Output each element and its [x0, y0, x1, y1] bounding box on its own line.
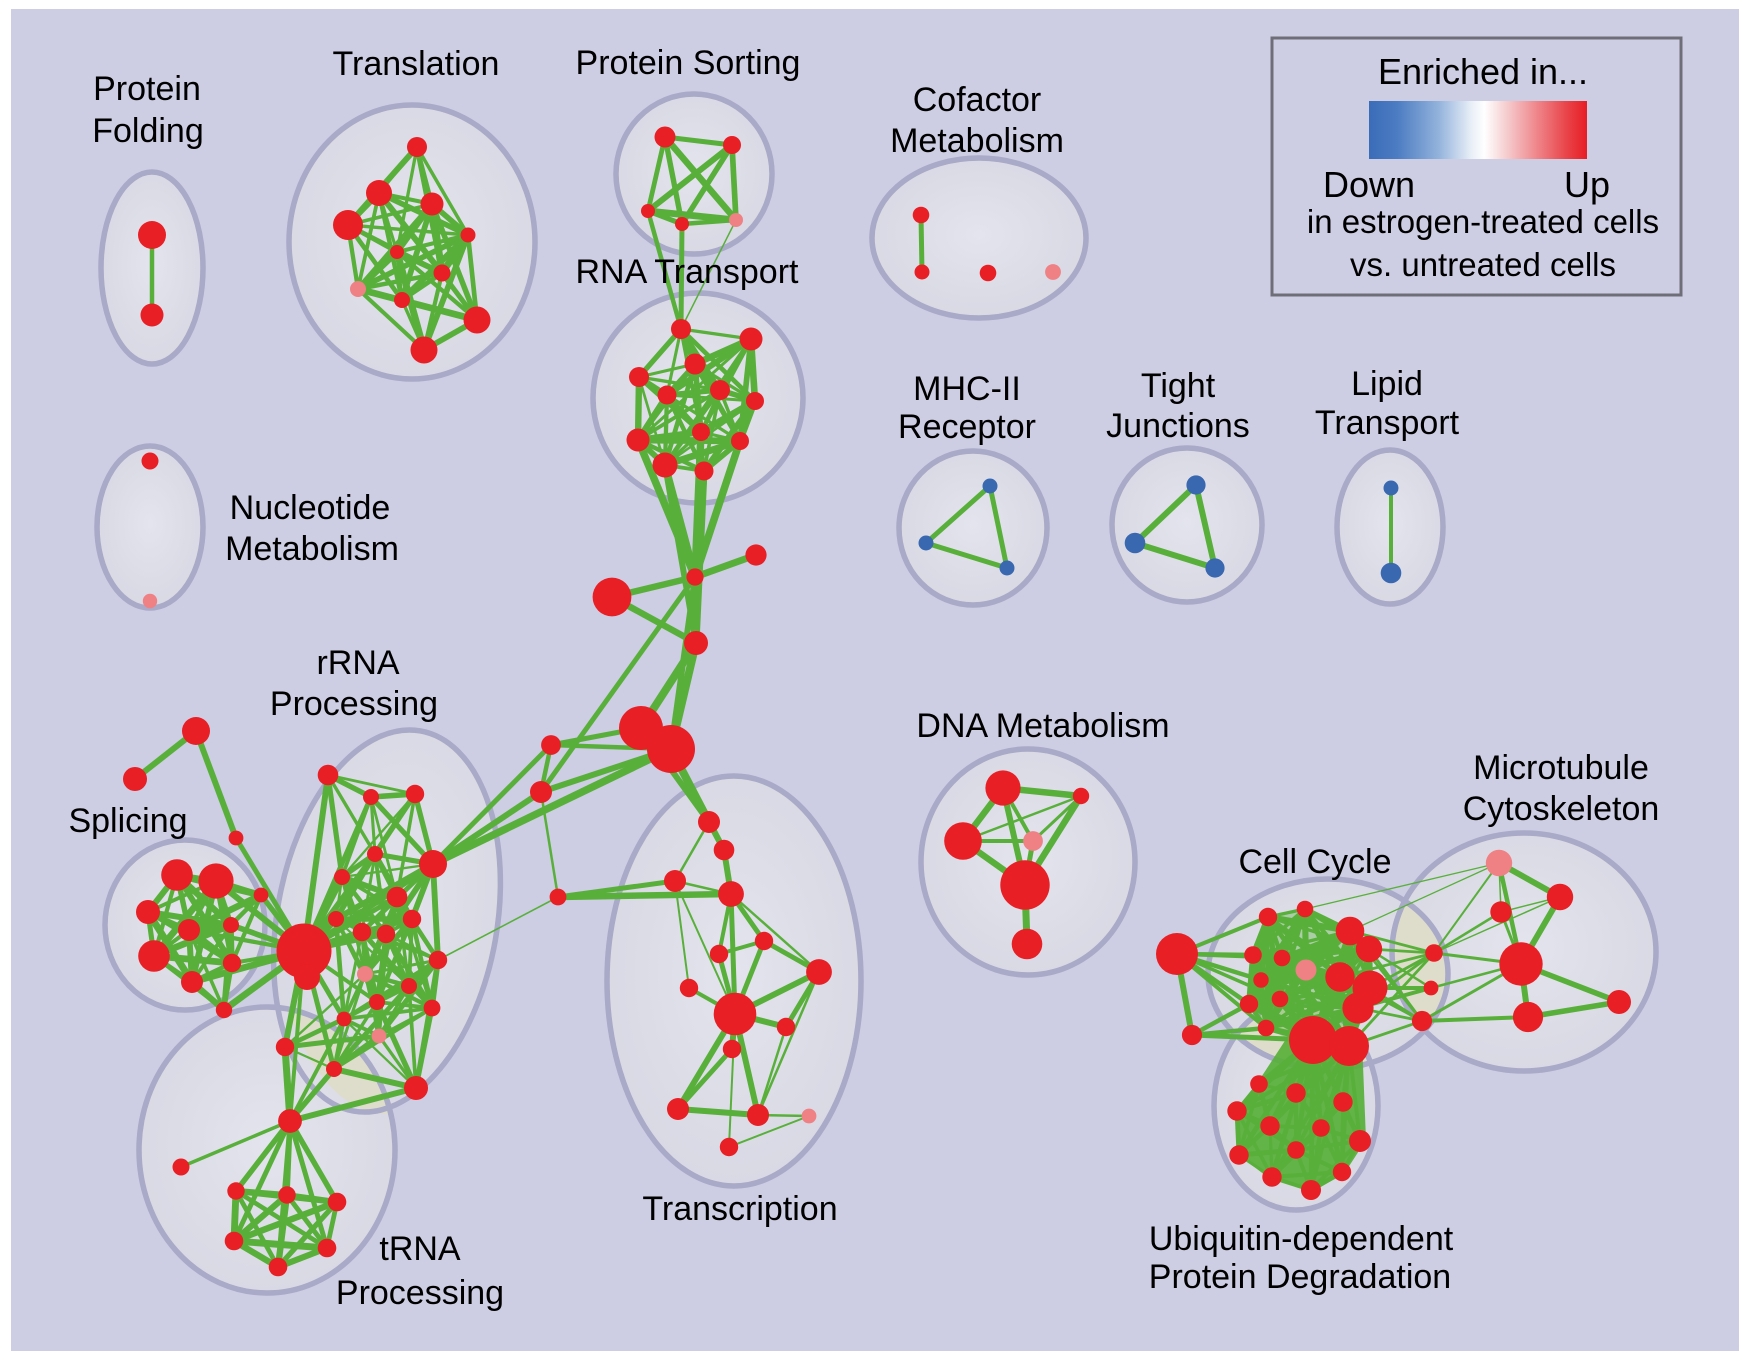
svg-text:Folding: Folding — [92, 112, 204, 150]
svg-text:Junctions: Junctions — [1106, 407, 1250, 445]
svg-text:Metabolism: Metabolism — [890, 122, 1064, 160]
svg-text:Metabolism: Metabolism — [225, 530, 399, 568]
svg-text:Protein Degradation: Protein Degradation — [1149, 1258, 1451, 1296]
svg-text:Translation: Translation — [333, 45, 500, 83]
svg-text:Lipid: Lipid — [1351, 365, 1423, 403]
svg-text:Receptor: Receptor — [898, 408, 1036, 446]
svg-text:Splicing: Splicing — [68, 802, 187, 840]
svg-text:Transport: Transport — [1315, 404, 1460, 442]
svg-text:Enriched in...: Enriched in... — [1378, 51, 1588, 92]
svg-text:Up: Up — [1564, 164, 1610, 205]
svg-text:Microtubule: Microtubule — [1473, 749, 1649, 787]
svg-text:Tight: Tight — [1141, 367, 1216, 405]
svg-text:Cofactor: Cofactor — [913, 81, 1042, 119]
svg-text:MHC-II: MHC-II — [913, 370, 1021, 408]
svg-text:tRNA: tRNA — [379, 1230, 461, 1268]
svg-text:in estrogen-treated cells: in estrogen-treated cells — [1307, 203, 1659, 240]
svg-text:DNA Metabolism: DNA Metabolism — [916, 707, 1169, 745]
svg-text:rRNA: rRNA — [316, 644, 399, 682]
svg-text:Transcription: Transcription — [642, 1190, 837, 1228]
svg-text:RNA Transport: RNA Transport — [576, 253, 800, 291]
svg-text:Cell Cycle: Cell Cycle — [1238, 843, 1391, 881]
svg-text:Cytoskeleton: Cytoskeleton — [1463, 790, 1660, 828]
svg-text:Ubiquitin-dependent: Ubiquitin-dependent — [1149, 1220, 1454, 1258]
svg-text:Down: Down — [1323, 164, 1415, 205]
svg-text:Nucleotide: Nucleotide — [230, 489, 391, 527]
svg-text:Protein: Protein — [93, 70, 201, 108]
svg-text:Processing: Processing — [336, 1274, 504, 1312]
svg-text:vs. untreated cells: vs. untreated cells — [1350, 246, 1616, 283]
svg-text:Processing: Processing — [270, 685, 438, 723]
svg-text:Protein Sorting: Protein Sorting — [576, 44, 801, 82]
